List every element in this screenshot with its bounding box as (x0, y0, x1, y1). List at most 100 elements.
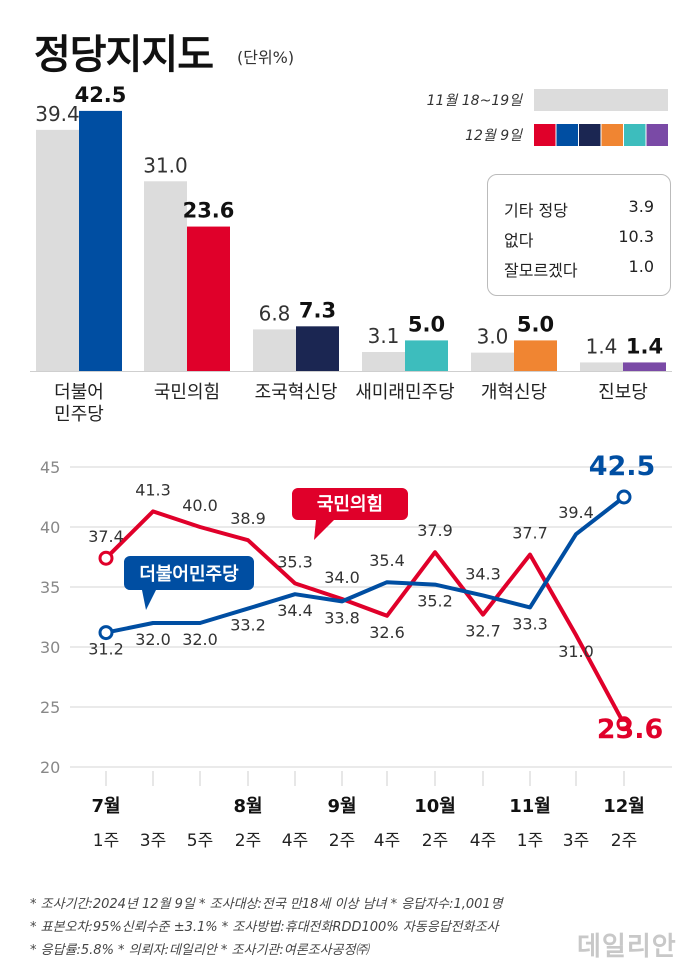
legend-curr-swatch (646, 124, 668, 146)
bar-curr-label: 5.0 (408, 312, 445, 336)
bar-category-label: 조국혁신당 (255, 382, 338, 403)
dem-data-label: 35.2 (417, 592, 453, 611)
bar-prev (471, 352, 514, 371)
legend-curr-swatch (579, 124, 601, 146)
bar-category-label: 진보당 (598, 382, 648, 403)
x-week-label: 1주 (93, 831, 119, 851)
x-week-label: 3주 (563, 831, 589, 851)
x-week-label: 3주 (140, 831, 166, 851)
y-tick-label: 20 (40, 758, 60, 777)
legend-prev-swatch (534, 89, 668, 111)
dem-data-label: 34.4 (277, 601, 313, 620)
note-line: * 조사기간:2024년 12월 9일 * 조사대상:전국 만18세 이상 남녀… (30, 897, 503, 912)
x-month-label: 11월 (509, 796, 551, 817)
x-week-label: 5주 (187, 831, 213, 851)
dem-end-marker (616, 489, 632, 505)
ppp-data-label: 32.7 (465, 622, 501, 641)
others-label: 없다 (504, 231, 534, 250)
others-row: 없다 10.3 (504, 227, 654, 251)
ppp-data-label: 40.0 (182, 496, 218, 515)
ppp-data-label: 41.3 (135, 480, 171, 499)
bar-prev-label: 3.0 (477, 325, 509, 349)
x-month-label: 7월 (91, 796, 120, 817)
x-week-label: 1주 (517, 831, 543, 851)
bar-prev-label: 1.4 (586, 334, 618, 358)
ppp-callout-bubble (292, 488, 408, 540)
bar-curr (187, 226, 230, 371)
others-value: 10.3 (618, 227, 654, 246)
others-value: 3.9 (628, 197, 654, 216)
dem-data-label: 31.2 (88, 640, 124, 659)
ppp-data-label: 31.0 (558, 642, 594, 661)
x-month-label: 8월 (233, 796, 262, 817)
dem-data-label: 35.4 (369, 551, 405, 570)
x-week-label: 2주 (611, 831, 637, 851)
bar-category-label: 민주당 (54, 404, 104, 425)
x-week-label: 2주 (235, 831, 261, 851)
dem-data-label: 33.8 (324, 608, 360, 627)
x-week-label: 4주 (282, 831, 308, 851)
legend-curr-swatch (624, 124, 646, 146)
x-week-label: 4주 (470, 831, 496, 851)
dem-data-label: 34.3 (465, 564, 501, 583)
ppp-data-label: 37.7 (512, 524, 548, 543)
x-week-label: 4주 (374, 831, 400, 851)
ppp-data-label: 37.4 (88, 527, 124, 546)
x-week-label: 2주 (329, 831, 355, 851)
bar-prev (580, 362, 623, 371)
bar-curr (514, 340, 557, 371)
ppp-data-label: 38.9 (230, 509, 266, 528)
ppp-callout-label: 국민의힘 (317, 494, 383, 515)
legend-curr-swatch (601, 124, 623, 146)
others-row: 잘모르겠다 1.0 (504, 257, 654, 281)
bar-prev-label: 6.8 (259, 301, 291, 325)
x-week-label: 2주 (422, 831, 448, 851)
bar-category-label: 새미래민주당 (355, 382, 454, 403)
ppp-data-label: 37.9 (417, 521, 453, 540)
bar-prev (253, 329, 296, 371)
bar-curr (405, 340, 448, 371)
x-month-label: 9월 (327, 796, 356, 817)
dem-callout-bubble (124, 556, 254, 610)
bar-prev (362, 352, 405, 371)
others-value: 1.0 (628, 257, 654, 276)
bar-curr (296, 326, 339, 371)
watermark-logo: 데일리안 (577, 932, 677, 962)
ppp-data-label: 34.0 (324, 568, 360, 587)
note-line: * 응답률:5.8% * 의뢰자:데일리안 * 조사기관:여론조사공정㈜ (30, 943, 369, 958)
dem-data-label: 33.3 (512, 614, 548, 633)
dem-data-label: 39.4 (558, 503, 594, 522)
unit-label: (단위%) (237, 48, 295, 67)
bar-curr-label: 1.4 (626, 334, 663, 358)
y-tick-label: 25 (40, 698, 60, 717)
legend-prev-label: 11월 18~19일 (426, 93, 522, 109)
x-month-label: 12월 (603, 796, 645, 817)
ppp-data-label: 35.3 (277, 552, 313, 571)
bar-curr (623, 362, 666, 371)
dem-callout-label: 더불어민주당 (139, 564, 239, 585)
chart-title: 정당지지도 (34, 32, 214, 78)
bar-curr-label: 42.5 (75, 83, 127, 107)
bar-category-label: 개혁신당 (481, 382, 547, 403)
dem-data-label: 32.0 (182, 630, 218, 649)
ppp-line (104, 509, 626, 726)
ppp-start-marker (98, 550, 114, 566)
y-tick-label: 40 (40, 518, 60, 537)
note-line: * 표본오차:95%신뢰수준 ±3.1% * 조사방법:휴대전화RDD100% … (30, 920, 499, 935)
legend-curr-label: 12월 9일 (465, 128, 522, 144)
bar-curr (79, 110, 122, 372)
legend-curr-swatch (556, 124, 578, 146)
dem-data-label: 42.5 (589, 451, 656, 482)
bar-curr-label: 5.0 (517, 312, 554, 336)
bar-prev-label: 31.0 (143, 153, 188, 177)
ppp-data-label: 32.6 (369, 623, 405, 642)
ppp-data-label: 23.6 (597, 714, 664, 745)
others-label: 잘모르겠다 (504, 261, 578, 280)
bar-prev-label: 3.1 (368, 324, 400, 348)
bar-prev-label: 39.4 (35, 102, 80, 126)
bar-category-label: 더불어 (54, 382, 104, 403)
bar-category-label: 국민의힘 (154, 382, 220, 403)
bar-curr-label: 23.6 (183, 199, 235, 223)
others-row: 기타 정당 3.9 (504, 197, 654, 221)
